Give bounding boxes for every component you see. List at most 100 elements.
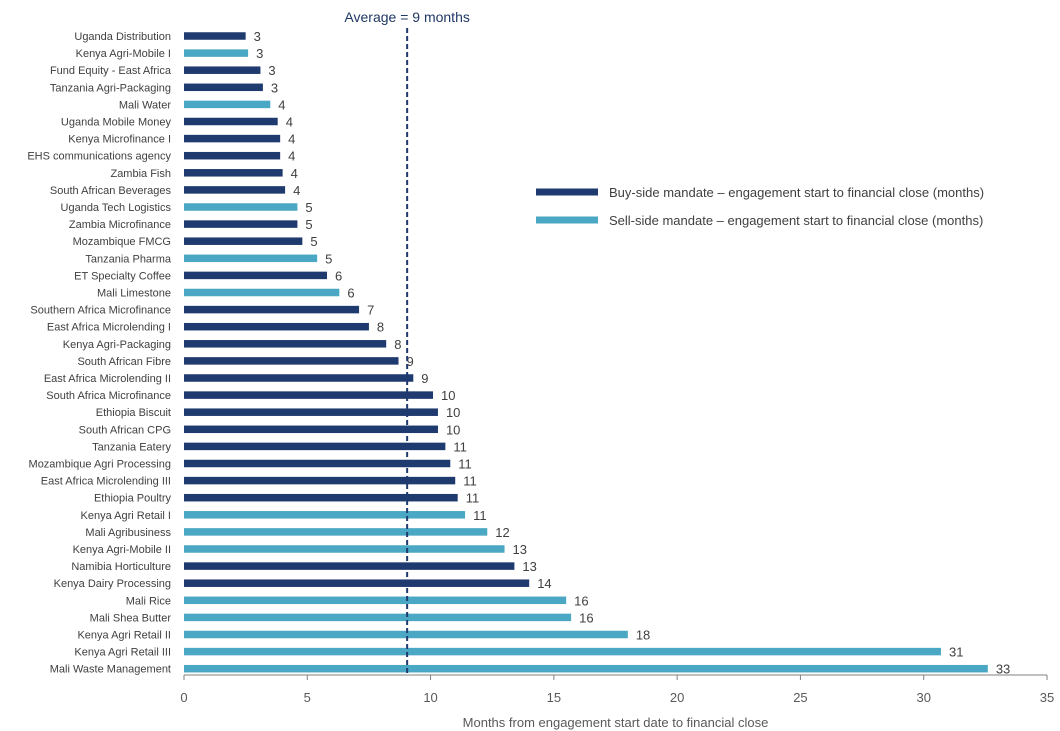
legend-swatch-sell xyxy=(536,216,598,224)
category-label: Ethiopia Poultry xyxy=(94,493,172,505)
category-label: Mali Rice xyxy=(126,595,171,607)
bar-kenya-agri-packaging xyxy=(184,340,387,348)
value-label: 5 xyxy=(310,234,317,249)
bar-kenya-agri-mobile-i xyxy=(184,49,249,57)
category-label: Kenya Agri-Mobile II xyxy=(73,544,171,556)
bar-kenya-microfinance-i xyxy=(184,134,281,143)
category-label: Kenya Microfinance I xyxy=(68,134,171,146)
x-tick-label: 5 xyxy=(304,690,311,705)
category-label: Zambia Microfinance xyxy=(69,219,171,231)
bar-east-africa-microlending-ii xyxy=(184,374,414,382)
category-label: South African CPG xyxy=(79,424,171,436)
value-label: 3 xyxy=(271,80,278,95)
bar-mali-agribusiness xyxy=(184,528,488,536)
value-label: 33 xyxy=(996,662,1010,677)
bar-south-african-fibre xyxy=(184,357,399,365)
bar-mali-shea-butter xyxy=(184,613,572,622)
legend-label-sell: Sell-side mandate – engagement start to … xyxy=(609,213,983,228)
value-label: 4 xyxy=(286,115,293,130)
category-label: Kenya Agri Retail II xyxy=(77,630,171,642)
bar-uganda-mobile-money xyxy=(184,117,278,126)
category-label: East Africa Microlending II xyxy=(44,373,171,385)
legend: Buy-side mandate – engagement start to f… xyxy=(536,185,984,228)
bar-kenya-agri-retail-iii xyxy=(184,647,941,656)
bar-uganda-distribution xyxy=(184,32,246,40)
bar-group xyxy=(184,32,988,673)
category-label: Mali Shea Butter xyxy=(90,612,172,624)
bar-tanzania-eatery xyxy=(184,442,446,451)
bar-kenya-agri-retail-i xyxy=(184,511,466,519)
value-label: 11 xyxy=(458,457,472,472)
category-labels: Uganda Distribution Kenya Agri-Mobile I Fu… xyxy=(27,31,172,676)
category-label: Mali Limestone xyxy=(97,288,171,300)
value-label: 3 xyxy=(256,46,263,61)
value-label: 11 xyxy=(463,474,477,489)
bar-east-africa-microlending-iii xyxy=(184,476,456,485)
average-label: Average = 9 months xyxy=(344,9,469,25)
value-label: 14 xyxy=(537,576,551,591)
value-label: 5 xyxy=(305,217,312,232)
category-label: Southern Africa Microfinance xyxy=(30,305,171,317)
bar-south-africa-microfinance xyxy=(184,391,434,399)
category-label: Ethiopia Biscuit xyxy=(96,407,171,419)
bar-southern-africa-microfinance xyxy=(184,305,360,314)
legend-swatch-buy xyxy=(536,188,598,196)
category-label: Mozambique Agri Processing xyxy=(29,459,171,471)
value-label: 6 xyxy=(347,286,354,301)
category-label: Tanzania Eatery xyxy=(92,441,171,453)
bar-mozambique-fmcg xyxy=(184,237,303,245)
category-label: South African Fibre xyxy=(77,356,171,368)
category-label: Kenya Dairy Processing xyxy=(54,578,171,590)
category-label: Zambia Fish xyxy=(110,168,171,180)
value-label: 3 xyxy=(254,29,261,44)
bar-mali-water xyxy=(184,100,271,109)
value-label: 31 xyxy=(949,645,963,660)
value-label: 11 xyxy=(453,439,467,454)
bar-kenya-agri-retail-ii xyxy=(184,630,628,639)
value-label: 11 xyxy=(466,491,480,506)
category-label: EHS communications agency xyxy=(27,151,171,163)
category-label: Tanzania Agri-Packaging xyxy=(50,82,171,94)
value-label: 18 xyxy=(636,628,650,643)
bar-zambia-fish xyxy=(184,169,283,177)
bar-tanzania-pharma xyxy=(184,254,318,263)
bar-mozambique-agri-processing xyxy=(184,459,451,468)
bar-et-specialty-coffee xyxy=(184,271,328,280)
value-label: 11 xyxy=(473,508,487,523)
value-labels: 3333444444555566788991010101111111111121… xyxy=(254,29,1011,677)
bar-east-africa-microlending-i xyxy=(184,322,369,331)
value-label: 7 xyxy=(367,303,374,318)
bar-south-african-beverages xyxy=(184,186,286,194)
bar-ethiopia-poultry xyxy=(184,493,458,502)
category-label: Mali Waste Management xyxy=(50,664,171,676)
category-label: Tanzania Pharma xyxy=(85,253,171,265)
bar-kenya-agri-mobile-ii xyxy=(184,545,505,553)
value-label: 4 xyxy=(288,149,295,164)
value-label: 16 xyxy=(574,593,588,608)
value-label: 9 xyxy=(421,371,428,386)
value-label: 5 xyxy=(325,251,332,266)
value-label: 10 xyxy=(446,422,460,437)
value-label: 9 xyxy=(407,354,414,369)
legend-label-buy: Buy-side mandate – engagement start to f… xyxy=(609,185,984,200)
value-label: 13 xyxy=(522,559,536,574)
category-label: East Africa Microlending I xyxy=(47,322,171,334)
x-tick-label: 20 xyxy=(670,690,684,705)
bar-namibia-horticulture xyxy=(184,562,515,570)
x-axis-title: Months from engagement start date to fin… xyxy=(463,715,769,730)
category-label: Mali Water xyxy=(119,99,171,111)
bar-ethiopia-biscuit xyxy=(184,408,438,416)
x-tick-label: 35 xyxy=(1040,690,1054,705)
bar-mali-rice xyxy=(184,596,567,605)
value-label: 4 xyxy=(288,132,295,147)
category-label: Mali Agribusiness xyxy=(85,527,171,539)
category-label: South Africa Microfinance xyxy=(46,390,171,402)
category-label: Namibia Horticulture xyxy=(71,561,171,573)
value-label: 4 xyxy=(293,183,300,198)
value-label: 10 xyxy=(441,388,455,403)
bar-zambia-microfinance xyxy=(184,220,298,228)
category-label: ET Specialty Coffee xyxy=(74,270,171,282)
bar-kenya-dairy-processing xyxy=(184,579,530,587)
bar-ehs-communications-agency xyxy=(184,151,281,160)
